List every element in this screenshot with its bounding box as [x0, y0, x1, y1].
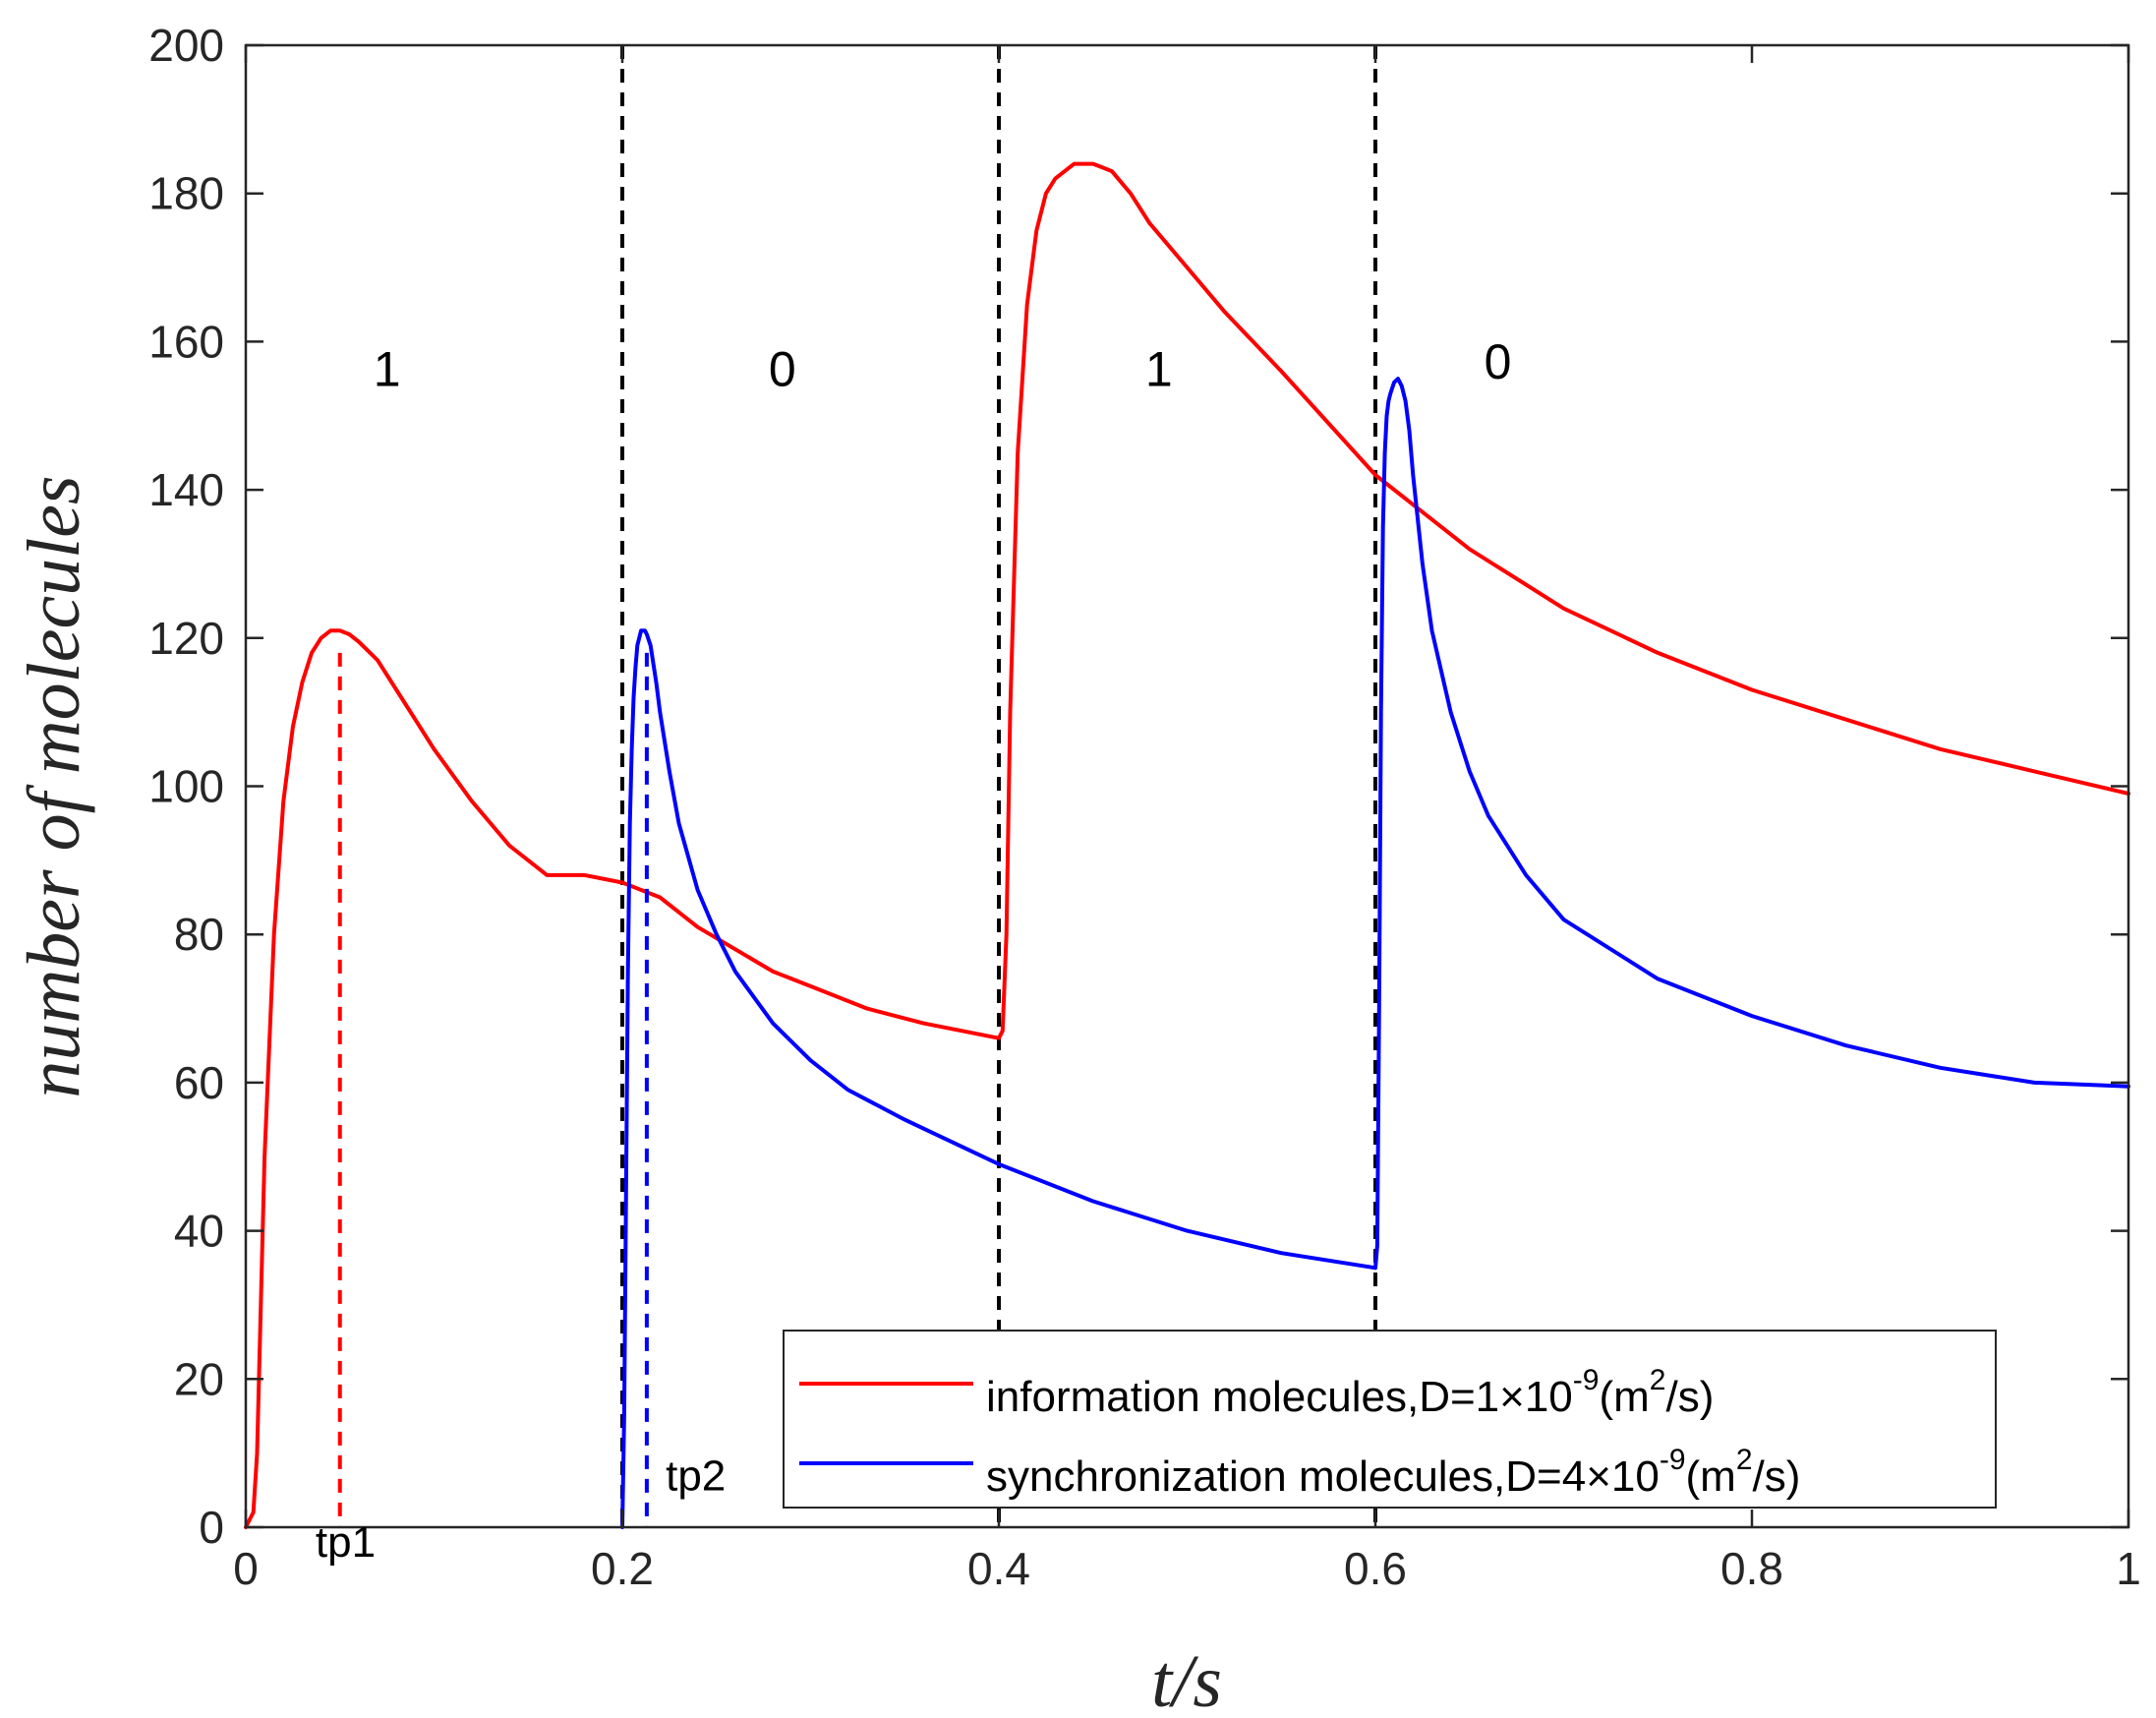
y-tick-label-9: 180: [148, 168, 224, 219]
y-tick-label-1: 20: [174, 1353, 224, 1404]
legend-unit-open-synchronization: (m: [1686, 1452, 1736, 1501]
legend-exponent-information: -9: [1573, 1364, 1600, 1396]
bit-label-2: 1: [1145, 342, 1173, 397]
x-tick-label-2: 0.4: [967, 1543, 1030, 1594]
x-tick-label-4: 0.8: [1720, 1543, 1783, 1594]
y-tick-label-0: 0: [199, 1502, 224, 1553]
axis-ticks: [244, 43, 2130, 1529]
series-lines: [244, 161, 2130, 1529]
peak-markers: [337, 652, 649, 1527]
series-line-synchronization: [620, 377, 2130, 1529]
y-tick-label-5: 100: [148, 761, 224, 812]
bit-label-0: 1: [374, 342, 401, 397]
legend-prefix-information: information molecules,D=1×10: [986, 1373, 1573, 1421]
legend-unit-close-information: /s): [1665, 1373, 1714, 1421]
y-tick-label-2: 40: [174, 1206, 224, 1257]
x-tick-label-1: 0.2: [591, 1543, 654, 1594]
x-tick-label-5: 1: [2116, 1543, 2141, 1594]
y-tick-label-7: 140: [148, 464, 224, 515]
legend: information molecules,D=1×10-9(m2/s) syn…: [783, 1330, 1997, 1509]
x-tick-label-3: 0.6: [1344, 1543, 1407, 1594]
bit-label-1: 0: [769, 342, 796, 397]
legend-unit-exponent-synchronization: 2: [1736, 1444, 1753, 1476]
legend-prefix-synchronization: synchronization molecules,D=4×10: [986, 1452, 1660, 1501]
x-tick-label-0: 0: [233, 1543, 259, 1594]
series-line-information: [244, 161, 2130, 1529]
legend-entry-synchronization: synchronization molecules,D=4×10-9(m2/s): [986, 1444, 1800, 1501]
tp1-label: tp1: [316, 1518, 376, 1567]
boundary-lines: [620, 45, 1377, 1527]
y-tick-label-6: 120: [148, 613, 224, 664]
tp2-label: tp2: [666, 1451, 726, 1500]
x-axis-title: t/s: [1151, 1640, 1222, 1718]
y-tick-label-10: 200: [148, 20, 224, 71]
legend-entry-information: information molecules,D=1×10-9(m2/s): [986, 1364, 1714, 1421]
legend-unit-open-information: (m: [1599, 1373, 1649, 1421]
y-tick-label-4: 80: [174, 909, 224, 960]
y-axis-title: number of molecules: [13, 475, 95, 1097]
y-tick-label-3: 60: [174, 1057, 224, 1108]
legend-unit-exponent-information: 2: [1650, 1364, 1666, 1396]
legend-unit-close-synchronization: /s): [1753, 1452, 1801, 1501]
y-tick-label-8: 160: [148, 316, 224, 367]
bit-label-3: 0: [1485, 334, 1512, 389]
legend-box: [783, 1330, 1997, 1509]
legend-exponent-synchronization: -9: [1660, 1444, 1686, 1476]
